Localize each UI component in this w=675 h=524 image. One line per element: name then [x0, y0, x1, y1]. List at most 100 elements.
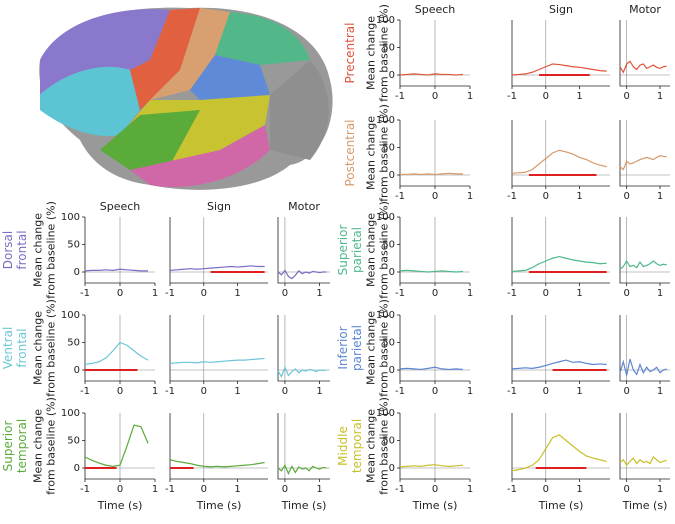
- axis: [511, 413, 610, 480]
- axis: [169, 217, 268, 284]
- x-tick-label: 1: [657, 191, 663, 202]
- x-tick-label: -1: [165, 386, 175, 397]
- x-tick-label: 0: [543, 191, 549, 202]
- x-tick-label: -1: [507, 191, 517, 202]
- y-tick-label: 100: [61, 212, 80, 223]
- x-tick-label: 0: [543, 91, 549, 102]
- x-tick-label: 1: [657, 484, 663, 495]
- row-label-line: temporal: [15, 419, 29, 473]
- x-tick-label: 1: [467, 288, 473, 299]
- data-line: [511, 434, 607, 472]
- x-tick-label: 0: [543, 288, 549, 299]
- x-tick-label: -1: [80, 386, 90, 397]
- column-title: Motor: [288, 200, 320, 213]
- data-line: [399, 73, 464, 76]
- axis: [619, 315, 670, 382]
- x-tick-label: 0: [201, 484, 207, 495]
- x-tick-label: -1: [395, 191, 405, 202]
- y-tick-label: 0: [389, 267, 395, 278]
- row-label-line: Ventral: [1, 327, 15, 370]
- x-tick-label: -1: [507, 484, 517, 495]
- y-axis-label: Mean changefrom baseline (%): [32, 201, 58, 299]
- x-tick-label: 1: [467, 191, 473, 202]
- x-tick-label: -1: [80, 484, 90, 495]
- x-axis-label: Time (s): [622, 499, 668, 512]
- x-tick-label: 1: [657, 288, 663, 299]
- data-line: [277, 269, 327, 280]
- x-tick-label: 1: [152, 484, 158, 495]
- row-label: Superiorparietal: [336, 225, 364, 276]
- x-tick-label: 0: [117, 484, 123, 495]
- data-line: [511, 255, 607, 273]
- y-axis-label-line: from baseline (%): [378, 4, 391, 102]
- y-tick-label: 100: [376, 408, 395, 419]
- y-axis-label-line: Mean change: [365, 311, 378, 385]
- y-tick-label: 50: [382, 240, 395, 251]
- x-tick-label: -1: [395, 484, 405, 495]
- x-tick-label: 0: [201, 288, 207, 299]
- data-line: [399, 366, 464, 371]
- axis: [511, 120, 610, 187]
- data-line: [84, 341, 149, 366]
- x-tick-label: 1: [657, 386, 663, 397]
- row-label-line: parietal: [350, 325, 364, 371]
- y-axis-label-line: Mean change: [365, 116, 378, 190]
- data-line: [277, 463, 327, 475]
- row-label: Precentral: [343, 23, 357, 84]
- x-tick-label: 0: [432, 191, 438, 202]
- x-tick-label: 0: [432, 386, 438, 397]
- y-tick-label: 50: [67, 338, 80, 349]
- x-tick-label: 1: [576, 484, 582, 495]
- y-axis-label-line: Mean change: [32, 409, 45, 483]
- data-line: [277, 365, 327, 378]
- x-tick-label: 0: [543, 386, 549, 397]
- y-axis-label-line: from baseline (%): [45, 299, 58, 397]
- brain-illustration: [39, 7, 333, 190]
- data-line: [619, 60, 667, 74]
- data-line: [400, 172, 463, 176]
- x-tick-label: 0: [282, 484, 288, 495]
- data-line: [511, 359, 607, 370]
- data-line: [511, 63, 607, 76]
- axis: [619, 120, 670, 187]
- x-tick-label: -1: [395, 288, 405, 299]
- data-line: [399, 269, 464, 273]
- row-label: Postcentral: [343, 119, 357, 186]
- y-tick-label: 0: [74, 463, 80, 474]
- x-axis-label: Time (s): [196, 499, 242, 512]
- y-tick-label: 50: [382, 143, 395, 154]
- row-label-line: Postcentral: [343, 119, 357, 186]
- y-axis-label-line: from baseline (%): [378, 397, 391, 495]
- axis: [511, 315, 610, 382]
- x-tick-label: -1: [165, 288, 175, 299]
- y-axis-label: Mean changefrom baseline (%): [365, 4, 391, 102]
- row-label: Middletemporal: [336, 419, 364, 473]
- x-tick-label: 1: [234, 386, 240, 397]
- axis: [169, 413, 268, 480]
- row-label-line: Precentral: [343, 23, 357, 84]
- x-tick-label: 0: [282, 288, 288, 299]
- column-title: Motor: [629, 3, 661, 16]
- row-label-line: Superior: [336, 225, 350, 276]
- row-label-line: temporal: [350, 419, 364, 473]
- y-axis-label-line: from baseline (%): [45, 397, 58, 495]
- data-line: [619, 358, 667, 376]
- axis: [169, 315, 268, 382]
- data-line: [169, 357, 265, 364]
- data-line: [169, 265, 265, 271]
- y-axis-label: Mean changefrom baseline (%): [365, 104, 391, 202]
- x-tick-label: 0: [201, 386, 207, 397]
- y-tick-label: 0: [74, 365, 80, 376]
- row-label-line: Inferior: [336, 326, 350, 369]
- row-label-line: Dorsal: [1, 231, 15, 269]
- x-tick-label: 1: [576, 191, 582, 202]
- x-tick-label: 1: [234, 484, 240, 495]
- x-tick-label: 1: [467, 91, 473, 102]
- x-tick-label: 0: [623, 484, 629, 495]
- y-tick-label: 0: [74, 267, 80, 278]
- data-line: [84, 268, 148, 272]
- x-tick-label: -1: [165, 484, 175, 495]
- y-axis-label-line: Mean change: [365, 409, 378, 483]
- y-tick-label: 0: [389, 170, 395, 181]
